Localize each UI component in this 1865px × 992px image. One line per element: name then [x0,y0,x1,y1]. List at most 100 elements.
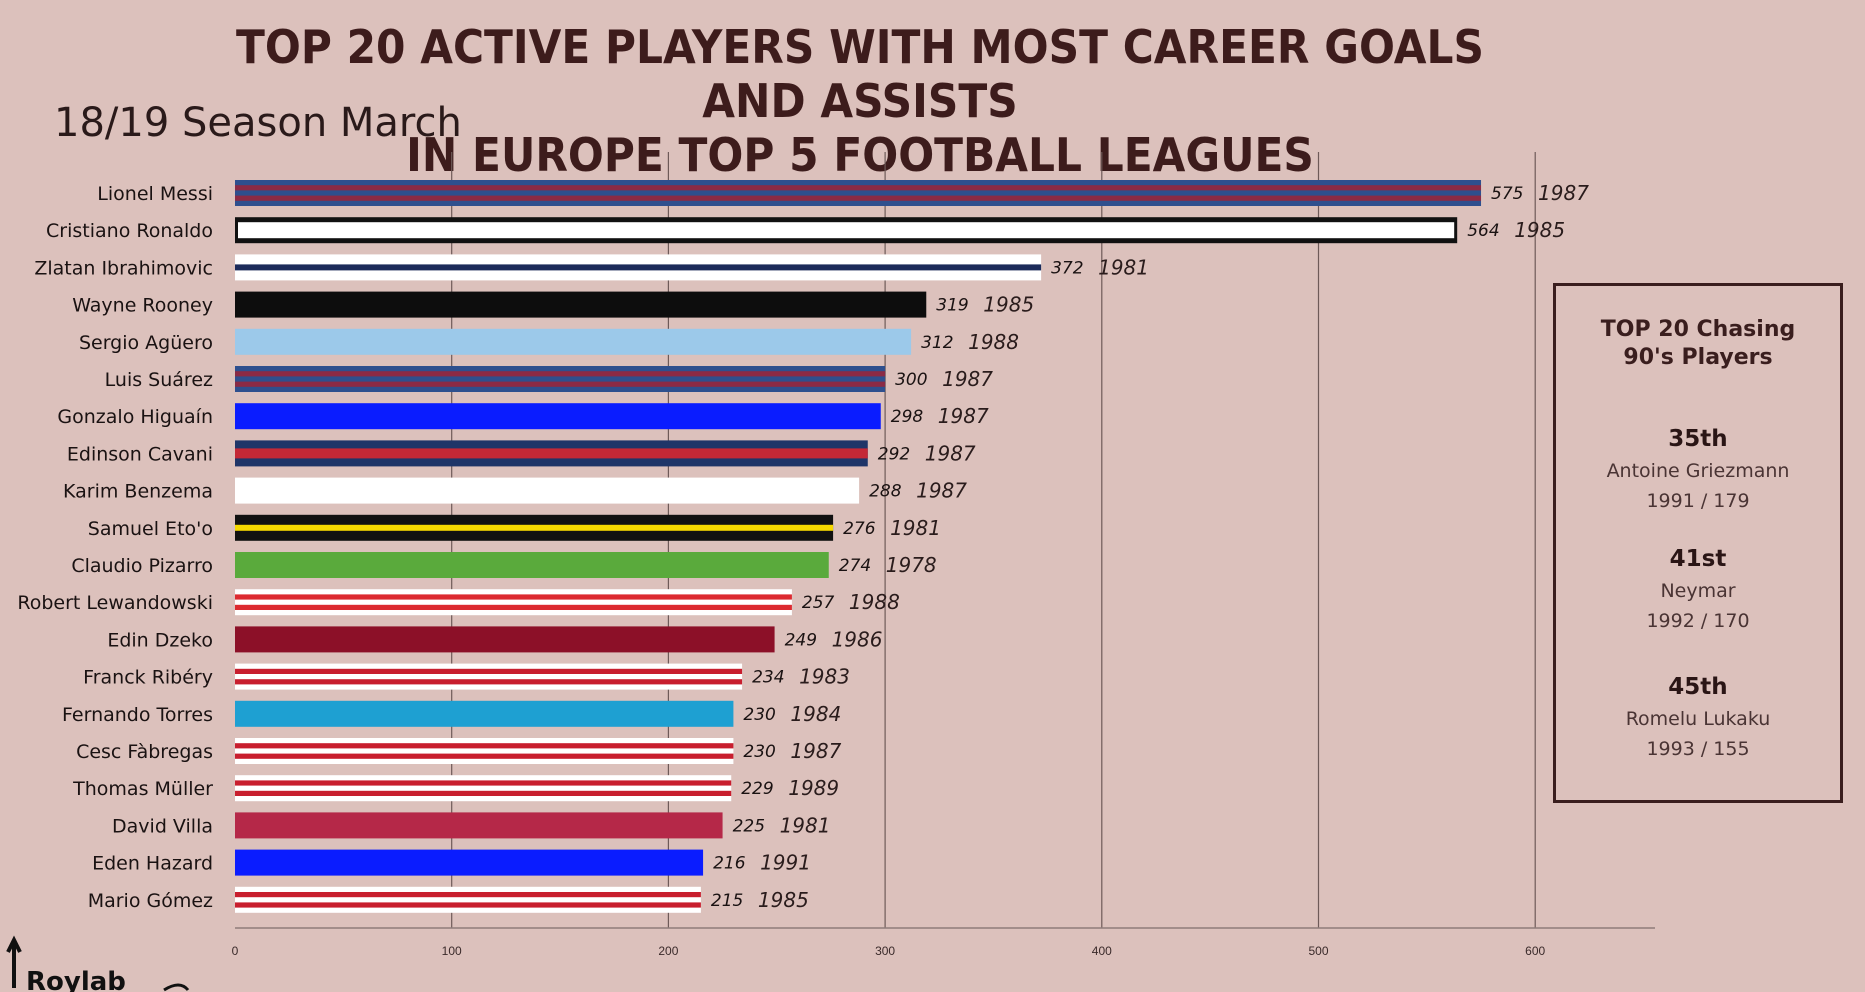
birth-year-label: 1988 [968,330,1019,354]
player-name-label: Mario Gómez [88,890,213,912]
birth-year-label: 1985 [758,888,809,912]
roylab-logo: Roylab [6,935,190,992]
chaser-rank: 35th [1668,426,1728,452]
bar-row: Franck Ribéry 234 1983 [83,663,850,690]
birth-year-label: 1981 [890,516,941,540]
bar-row: Eden Hazard 216 1991 [92,849,811,876]
player-name-label: Edin Dzeko [107,629,213,651]
player-name-label: Cesc Fàbregas [76,741,213,763]
bar-row: Sergio Agüero 312 1988 [79,328,1019,355]
panel-title-line-2: 90's Players [1623,345,1773,370]
bar-value-label: 249 [785,630,817,650]
bar-stripe [235,594,792,600]
birth-year-label: 1987 [790,739,841,763]
player-name-label: Robert Lewandowski [17,592,213,614]
season-subtitle: 18/19 Season March [54,100,462,146]
birth-year-label: 1989 [788,776,839,800]
bar-stripe [235,264,1042,271]
logo-text: Roylab [26,967,126,992]
bar-stripe [235,679,743,685]
bar-value-label: 319 [936,296,968,316]
player-name-label: Fernando Torres [62,704,213,726]
x-tick-label: 200 [658,944,678,958]
bar-value-label: 292 [878,444,910,464]
chart-title: TOP 20 ACTIVE PLAYERS WITH MOST CAREER G… [207,20,1513,182]
x-tick-label: 100 [442,944,462,958]
bar-value-label: 229 [741,779,773,799]
bar-stripe [235,780,732,786]
bar-row: Mario Gómez 215 1985 [88,886,809,913]
player-name-label: Sergio Agüero [79,332,213,354]
bar-value-label: 312 [921,333,953,353]
bar-value-label: 216 [713,854,746,874]
bar [235,775,732,802]
bar-value-label: 230 [743,742,775,762]
bar-row: Luis Suárez 300 1987 [105,366,993,392]
birth-year-label: 1987 [938,404,989,428]
player-name-label: Eden Hazard [92,853,213,875]
player-name-label: Zlatan Ibrahimovic [34,257,213,279]
bar-stripe [235,902,701,908]
bar [235,477,860,504]
bar-row: Claudio Pizarro 274 1978 [71,552,937,578]
bar [235,328,912,355]
bar-value-label: 276 [843,519,876,539]
player-name-label: Edinson Cavani [67,443,213,465]
chasing-players-panel: TOP 20 Chasing 90's Players 35th Antoine… [1553,283,1843,803]
bar-value-label: 575 [1491,184,1523,204]
chaser-item: 35th Antoine Griezmann 1991 / 179 [1556,426,1840,512]
chaser-info: 1991 / 179 [1646,490,1750,512]
bar-row: Edinson Cavani 292 1987 [67,440,976,467]
panel-title-line-1: TOP 20 Chasing [1600,317,1796,342]
birth-year-label: 1985 [1514,218,1565,242]
birth-year-label: 1984 [790,702,841,726]
bar [235,403,881,430]
chaser-item: 41st Neymar 1992 / 170 [1556,546,1840,632]
chaser-info: 1993 / 155 [1646,738,1750,760]
bar-row: Fernando Torres 230 1984 [62,700,841,727]
x-tick-label: 600 [1525,944,1545,958]
bar-row: Cesc Fàbregas 230 1987 [76,738,842,764]
logo-arrow-icon [6,935,22,988]
player-name-label: Samuel Eto'o [88,518,213,540]
player-name-label: Claudio Pizarro [71,555,213,577]
bar-row: Thomas Müller 229 1989 [72,775,839,802]
birth-year-label: 1986 [832,627,883,651]
x-tick-label: 300 [875,944,895,958]
bar [235,180,1482,206]
bar-value-label: 298 [891,407,924,427]
chaser-name: Neymar [1660,580,1736,602]
x-tick-label: 500 [1308,944,1328,958]
bar-inner [238,222,1455,239]
birth-year-label: 1987 [925,441,976,465]
bar-row: Karim Benzema 288 1987 [63,477,967,504]
bar-row: Samuel Eto'o 276 1981 [88,514,941,541]
bar-stripe [235,448,868,459]
bar-stripe [235,892,701,898]
player-name-label: Wayne Rooney [72,295,213,317]
bar-value-label: 372 [1051,258,1083,278]
bar [235,626,775,653]
bar-stripe [235,668,743,674]
player-name-label: Lionel Messi [97,183,213,205]
birth-year-label: 1978 [886,553,937,577]
x-axis: 0 100 200 300 400 500 600 [232,927,1655,958]
bar [235,366,886,392]
panel-title: TOP 20 Chasing 90's Players [1556,316,1840,372]
bar-value-label: 288 [869,482,902,502]
bar-stripe [235,195,1482,201]
player-name-label: Karim Benzema [63,481,213,503]
bar-row: Edin Dzeko 249 1986 [107,626,883,653]
bar-value-label: 564 [1467,221,1499,241]
bar-stripe [235,381,886,387]
bar-stripe [235,753,734,759]
logo-swoosh [163,983,190,992]
bar [235,849,704,876]
birth-year-label: 1985 [983,293,1034,317]
chaser-name: Romelu Lukaku [1625,708,1771,730]
bar-row: Gonzalo Higuaín 298 1987 [57,403,989,430]
chaser-rank: 41st [1669,546,1727,572]
bar-row: Lionel Messi 575 1987 [97,180,1589,206]
birth-year-label: 1983 [799,665,850,689]
